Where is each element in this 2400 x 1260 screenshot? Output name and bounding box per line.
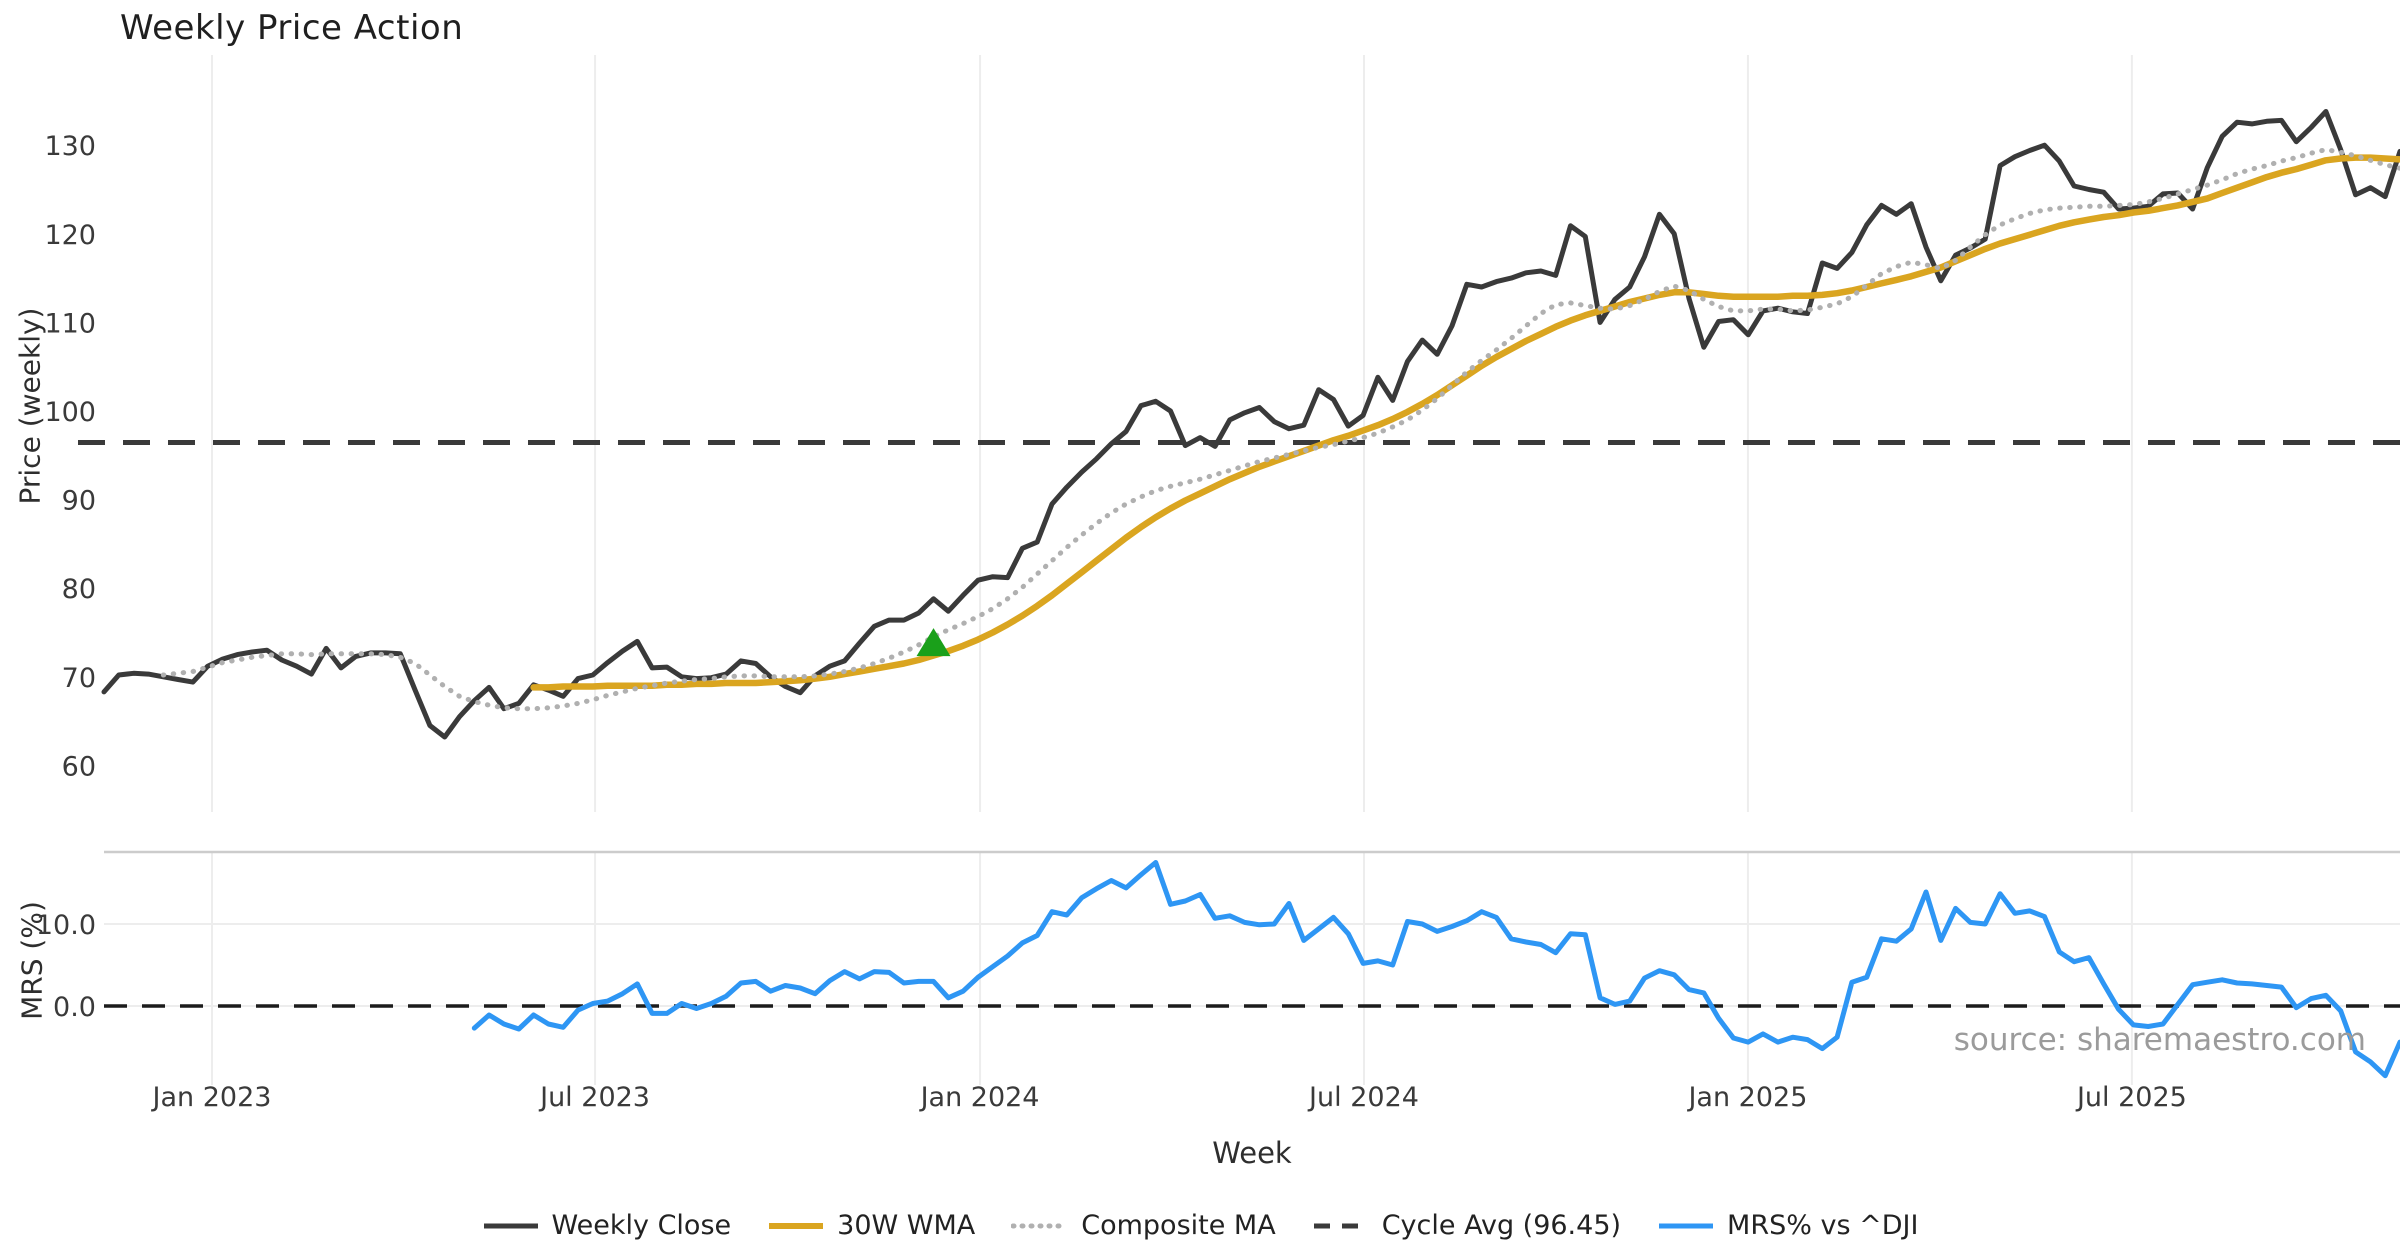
legend-swatch-icon	[1011, 1223, 1070, 1228]
chart-title: Weekly Price Action	[120, 8, 464, 48]
wma-30w-line	[530, 154, 2400, 691]
price-tick-label: 100	[44, 397, 96, 428]
legend-label: Weekly Close	[551, 1210, 732, 1241]
legend-label: MRS% vs ^DJI	[1727, 1210, 1919, 1241]
price-tick-label: 120	[44, 220, 96, 251]
chart-legend: Weekly Close 30W WMA Composite MA Cycle Avg…	[0, 1210, 2400, 1241]
x-tick-label: Jul 2025	[2075, 1082, 2187, 1113]
legend-label: Cycle Avg (96.45)	[1381, 1210, 1622, 1241]
mrs-tick-label: 10.0	[36, 910, 96, 941]
price-tick-label: 130	[44, 131, 96, 162]
x-tick-label: Jan 2023	[151, 1082, 272, 1113]
legend-item: MRS% vs ^DJI	[1657, 1210, 1918, 1241]
legend-swatch-icon	[1659, 1223, 1714, 1228]
legend-swatch-icon	[483, 1223, 538, 1228]
price-tick-label: 60	[62, 751, 96, 782]
mrs-line	[471, 860, 2400, 1079]
x-tick-label: Jan 2024	[919, 1082, 1040, 1113]
composite-ma-line	[160, 147, 2400, 712]
price-tick-label: 110	[44, 308, 96, 339]
legend-swatch-icon	[1313, 1223, 1368, 1228]
weekly-close-line	[101, 109, 2400, 740]
legend-label: 30W WMA	[837, 1210, 976, 1241]
x-tick-label: Jan 2025	[1686, 1082, 1807, 1113]
x-tick-label: Jul 2023	[538, 1082, 650, 1113]
price-tick-label: 90	[62, 486, 96, 517]
price-tick-label: 80	[62, 574, 96, 605]
price-tick-label: 70	[62, 663, 96, 694]
legend-item: Cycle Avg (96.45)	[1312, 1210, 1621, 1241]
legend-label: Composite MA	[1081, 1210, 1276, 1241]
buy-signal-triangle-icon	[916, 628, 951, 657]
source-watermark: source: sharemaestro.com	[1953, 1022, 2366, 1058]
x-axis-label: Week	[1212, 1136, 1292, 1170]
legend-item: Composite MA	[1011, 1210, 1276, 1241]
legend-swatch-icon	[769, 1222, 824, 1229]
mrs-tick-label: 0.0	[53, 992, 96, 1023]
legend-item: 30W WMA	[767, 1210, 975, 1241]
x-tick-label: Jul 2024	[1307, 1082, 1419, 1113]
legend-item: Weekly Close	[482, 1210, 732, 1241]
